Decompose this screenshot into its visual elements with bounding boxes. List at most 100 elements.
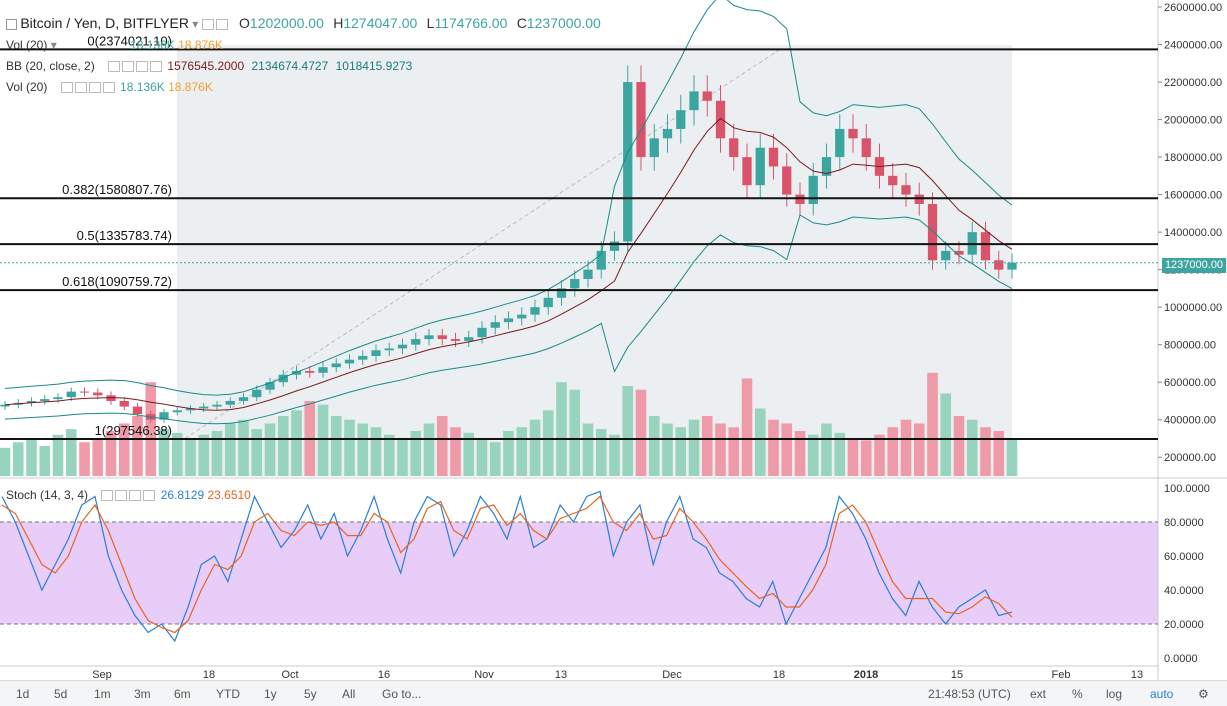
- time-tick-label: 2018: [854, 669, 878, 680]
- vol-legend-label[interactable]: Vol (20): [6, 38, 48, 52]
- price-tick-label: 2200000.00: [1164, 77, 1222, 89]
- volume-bar: [953, 415, 965, 476]
- volume-bar: [794, 430, 806, 476]
- time-tick-label: 13: [1131, 669, 1143, 680]
- candle-body: [503, 318, 514, 323]
- candle-body: [662, 128, 673, 139]
- range-1y[interactable]: 1y: [264, 687, 277, 701]
- candle-body: [888, 175, 898, 186]
- stoch-legend-label[interactable]: Stoch (14, 3, 4): [6, 488, 89, 502]
- candle-body: [79, 391, 90, 393]
- clock-time[interactable]: 21:48:53 (UTC): [928, 687, 1011, 701]
- candle-body: [596, 250, 606, 270]
- volume-bar: [516, 427, 528, 476]
- ext-toggle[interactable]: ext: [1030, 687, 1047, 701]
- price-tick-label: 1400000.00: [1164, 227, 1222, 239]
- candle-body: [159, 412, 169, 420]
- range-all[interactable]: All: [342, 687, 356, 701]
- open-value: 1202000.00: [249, 15, 324, 31]
- volume-bar: [980, 427, 991, 476]
- percent-toggle[interactable]: %: [1072, 687, 1083, 701]
- close-icon[interactable]: [143, 490, 156, 502]
- volume-bar: [357, 423, 369, 476]
- settings-icon[interactable]: [115, 490, 128, 502]
- vol-legend-label[interactable]: Vol (20): [6, 80, 48, 94]
- bb-legend[interactable]: BB (20, close, 2) 1576545.2000 2134674.4…: [6, 59, 412, 73]
- volume-bar: [688, 419, 700, 476]
- range-ytd[interactable]: YTD: [216, 687, 240, 701]
- range-3m[interactable]: 3m: [134, 687, 151, 701]
- eye-icon[interactable]: [60, 82, 73, 94]
- price-tick-label: 600000.00: [1164, 377, 1216, 389]
- candle-body: [318, 367, 328, 373]
- eye-icon[interactable]: [108, 61, 121, 73]
- chevron-down-icon[interactable]: ▾: [50, 38, 57, 52]
- volume-bar: [609, 434, 620, 476]
- stoch-legend[interactable]: Stoch (14, 3, 4) 26.8129 23.6510: [6, 488, 251, 502]
- range-5d[interactable]: 5d: [54, 687, 68, 701]
- settings-icon[interactable]: [215, 19, 228, 31]
- volume-bar: [728, 427, 740, 476]
- candle-body: [517, 314, 527, 319]
- volume-bar: [397, 438, 408, 476]
- fib-label: 0.618(1090759.72): [62, 274, 172, 289]
- time-tick-label: Sep: [92, 669, 112, 680]
- vol-legend-1[interactable]: Vol (20) ▾ 18.136K 18.876K: [6, 38, 223, 52]
- eye-icon[interactable]: [101, 490, 114, 502]
- candle-body: [93, 392, 103, 396]
- range-6m[interactable]: 6m: [174, 687, 191, 701]
- volume-bar: [834, 432, 846, 476]
- volume-bar: [927, 372, 938, 476]
- log-toggle[interactable]: log: [1106, 687, 1123, 701]
- range-1d[interactable]: 1d: [16, 687, 30, 701]
- go-to-button[interactable]: Go to...: [382, 687, 422, 701]
- candle-body: [331, 363, 341, 368]
- chart-canvas[interactable]: 2600000.00 2400000.00 2200000.00 2000000.00…: [0, 0, 1227, 680]
- candle-body: [291, 370, 302, 375]
- candle-body: [464, 337, 474, 341]
- candle-body: [914, 194, 924, 204]
- eye-icon[interactable]: [201, 19, 214, 31]
- bb-legend-label[interactable]: BB (20, close, 2): [6, 59, 95, 73]
- range-1m[interactable]: 1m: [94, 687, 111, 701]
- candle-body: [676, 110, 686, 129]
- close-icon[interactable]: [102, 82, 115, 94]
- symbol-title[interactable]: Bitcoin / Yen, D, BITFLYER: [20, 15, 189, 31]
- candle-body: [411, 339, 421, 345]
- candle-body: [132, 406, 143, 415]
- volume-bar: [529, 419, 541, 476]
- volume-bar: [874, 434, 885, 476]
- price-tick-label: 1000000.00: [1164, 302, 1222, 314]
- vol-legend-2[interactable]: Vol (20) 18.136K 18.876K: [6, 80, 213, 94]
- settings-icon[interactable]: [74, 82, 87, 94]
- auto-toggle[interactable]: auto: [1150, 687, 1174, 701]
- add-icon[interactable]: [88, 82, 101, 94]
- add-icon[interactable]: [136, 61, 149, 73]
- volume-bar: [12, 442, 24, 476]
- candle-body: [808, 175, 818, 204]
- candle-body: [623, 82, 633, 242]
- time-tick-label: Dec: [662, 669, 682, 680]
- candle-body: [927, 203, 938, 261]
- candle-body: [185, 408, 196, 411]
- settings-icon[interactable]: [122, 61, 135, 73]
- volume-bar: [105, 430, 117, 476]
- add-icon[interactable]: [129, 490, 142, 502]
- bb-up-value: 2134674.4727: [251, 59, 329, 73]
- settings-icon[interactable]: ⚙: [1198, 687, 1209, 701]
- candle-body: [556, 288, 567, 298]
- volume-bar: [622, 385, 634, 476]
- price-tick-label: 1800000.00: [1164, 152, 1222, 164]
- volume-bar: [662, 423, 673, 476]
- range-5y[interactable]: 5y: [304, 687, 317, 701]
- volume-bar: [118, 423, 130, 476]
- price-tick-label: 1600000.00: [1164, 190, 1222, 202]
- close-icon[interactable]: [150, 61, 163, 73]
- chevron-down-icon[interactable]: ▾: [192, 17, 199, 31]
- stoch-tick-label: 20.0000: [1164, 619, 1204, 631]
- candle-body: [530, 307, 540, 315]
- volume-bar: [966, 419, 978, 476]
- collapse-icon[interactable]: [6, 19, 17, 31]
- fib-label: 1(297546.38): [95, 423, 172, 438]
- volume-bar: [768, 419, 779, 476]
